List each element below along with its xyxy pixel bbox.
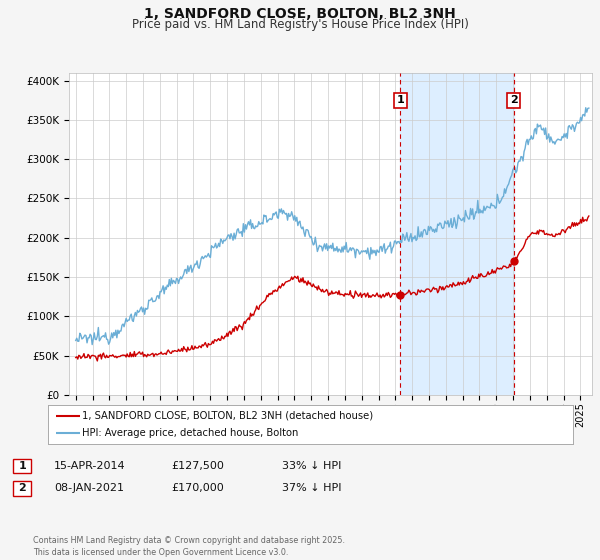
Text: 1, SANDFORD CLOSE, BOLTON, BL2 3NH: 1, SANDFORD CLOSE, BOLTON, BL2 3NH [144, 7, 456, 21]
Text: 1: 1 [397, 95, 404, 105]
Text: 1, SANDFORD CLOSE, BOLTON, BL2 3NH (detached house): 1, SANDFORD CLOSE, BOLTON, BL2 3NH (deta… [82, 410, 373, 421]
Text: Price paid vs. HM Land Registry's House Price Index (HPI): Price paid vs. HM Land Registry's House … [131, 18, 469, 31]
Text: 2: 2 [510, 95, 518, 105]
Bar [400, 73, 514, 395]
Text: 08-JAN-2021: 08-JAN-2021 [54, 483, 124, 493]
Text: £127,500: £127,500 [171, 461, 224, 471]
Text: 2: 2 [19, 483, 26, 493]
Text: HPI: Average price, detached house, Bolton: HPI: Average price, detached house, Bolt… [82, 428, 299, 438]
Text: Contains HM Land Registry data © Crown copyright and database right 2025.
This d: Contains HM Land Registry data © Crown c… [33, 536, 345, 557]
Text: £170,000: £170,000 [171, 483, 224, 493]
Text: 15-APR-2014: 15-APR-2014 [54, 461, 125, 471]
Text: 33% ↓ HPI: 33% ↓ HPI [282, 461, 341, 471]
Text: 1: 1 [19, 461, 26, 471]
Text: 37% ↓ HPI: 37% ↓ HPI [282, 483, 341, 493]
